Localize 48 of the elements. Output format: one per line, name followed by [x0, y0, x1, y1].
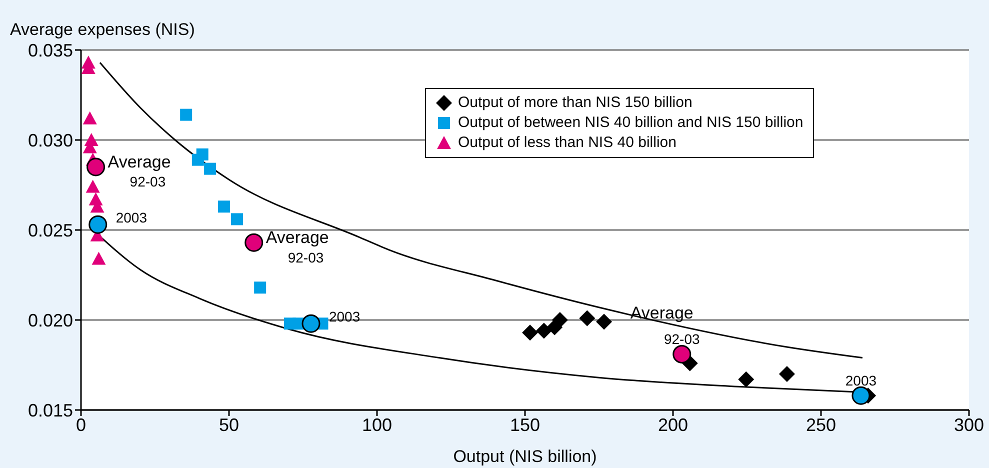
point — [579, 310, 596, 326]
x-tick-label: 200 — [658, 414, 688, 435]
y-tick-label: 0.030 — [28, 130, 73, 150]
point — [86, 158, 106, 176]
x-tick-label: 50 — [218, 414, 240, 435]
point — [86, 180, 100, 193]
point — [204, 162, 216, 175]
x-tick-label: 250 — [806, 414, 836, 435]
point — [218, 200, 230, 213]
x-axis-title: Output (NIS billion) — [453, 447, 597, 466]
point — [738, 371, 754, 388]
x-tick-label: 100 — [362, 414, 392, 435]
annotation: 2003 — [328, 308, 360, 324]
legend-label: Output of between NIS 40 billion and NIS 150 billion — [458, 113, 804, 133]
annotation: 92-03 — [288, 249, 324, 266]
point — [522, 324, 538, 341]
point — [852, 386, 870, 405]
line-series — [99, 62, 864, 359]
point — [92, 252, 106, 265]
x-tick-label: 150 — [510, 414, 540, 435]
x-tick-label: 0 — [76, 414, 86, 435]
annotation: 92-03 — [130, 174, 166, 190]
x-tick-label: 300 — [954, 414, 984, 435]
point — [536, 322, 552, 339]
point — [672, 344, 692, 364]
annotation: 2003 — [845, 372, 877, 388]
point — [596, 314, 612, 330]
annotation: Average — [108, 152, 171, 172]
y-tick-label: 0.020 — [28, 310, 73, 330]
legend-label: Output of less than NIS 40 billion — [458, 133, 676, 153]
point — [552, 312, 568, 328]
annotation: 92-03 — [664, 330, 700, 347]
point — [88, 215, 108, 234]
point — [230, 213, 243, 226]
annotation: Average — [266, 228, 329, 248]
point — [244, 233, 264, 252]
y-tick-label: 0.035 — [28, 40, 73, 60]
y-tick-label: 0.025 — [28, 220, 73, 240]
annotation: Average — [630, 304, 694, 323]
point — [180, 108, 192, 121]
point — [82, 111, 97, 124]
y-axis-title: Average expenses (NIS) — [10, 20, 195, 40]
point — [302, 314, 320, 333]
point — [778, 366, 795, 382]
legend-label: Output of more than NIS 150 billion — [458, 93, 692, 113]
point — [254, 282, 266, 294]
y-tick-label: 0.015 — [28, 400, 73, 420]
annotation: 2003 — [116, 209, 148, 226]
